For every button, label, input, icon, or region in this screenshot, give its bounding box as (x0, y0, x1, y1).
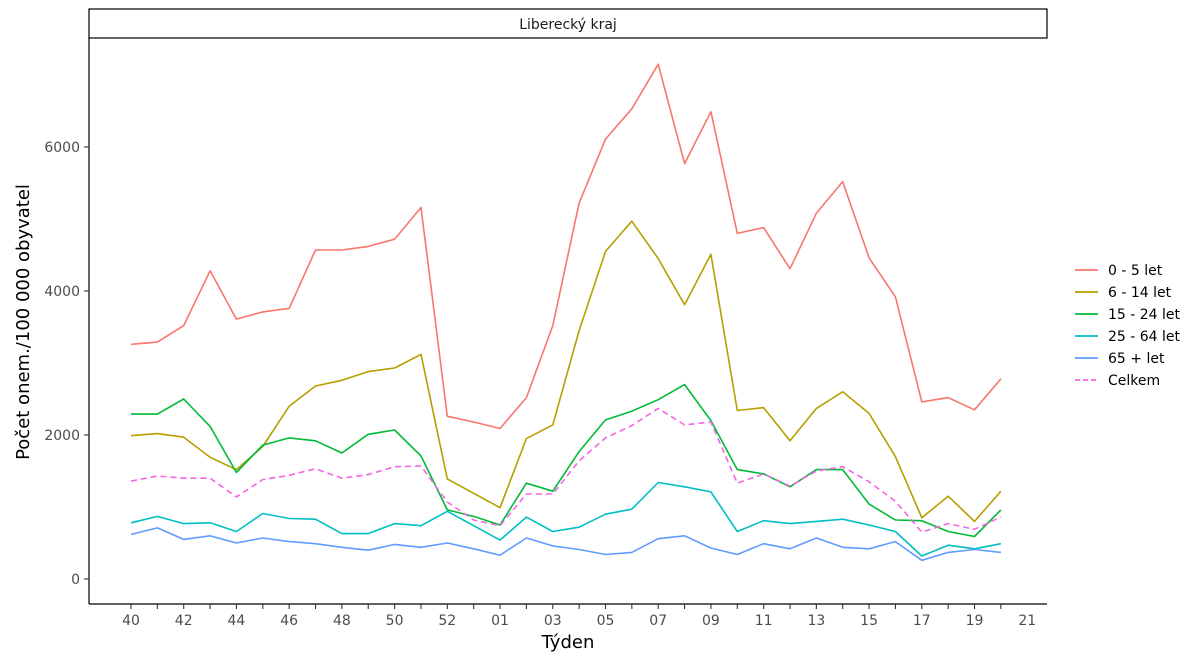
facet-strip (88, 8, 1048, 39)
series-line (131, 383, 1002, 538)
x-tick-label: 05 (597, 613, 615, 629)
series-line (130, 220, 1002, 523)
y-axis-title: Počet onem./100 000 obyvatel (13, 184, 34, 460)
series-line (130, 527, 1001, 562)
series-lines (130, 63, 1002, 562)
series-line (130, 481, 1002, 557)
x-tick-label: 52 (438, 613, 456, 629)
x-tick-label: 44 (228, 613, 246, 629)
x-tick-label: 07 (649, 613, 667, 629)
x-axis-title: Týden (541, 632, 595, 653)
y-tick-label: 2000 (44, 428, 80, 444)
x-axis: 40 42 44 46 48 50 52 01 03 05 07 09 11 13 15 17 19 21 (122, 604, 1036, 629)
x-tick-label: 50 (386, 613, 404, 629)
y-axis: 0 2000 4000 6000 (44, 140, 89, 588)
x-tick-label: 19 (966, 613, 984, 629)
x-tick-label: 11 (755, 613, 773, 629)
legend: 0 - 5 let 6 - 14 let 15 - 24 let 25 - 64 le… (1075, 263, 1181, 389)
x-tick-label: 01 (491, 613, 509, 629)
facet-label: Liberecký kraj (519, 17, 617, 33)
x-tick-label: 40 (122, 613, 140, 629)
x-tick-label: 09 (702, 613, 720, 629)
series-line (130, 63, 1002, 430)
x-tick-label: 46 (280, 613, 298, 629)
x-tick-label: 17 (913, 613, 931, 629)
x-tick-label: 42 (175, 613, 193, 629)
x-tick-label: 21 (1018, 613, 1036, 629)
x-tick-label: 48 (333, 613, 351, 629)
legend-label: 0 - 5 let (1108, 263, 1163, 279)
legend-label: 25 - 64 let (1108, 329, 1181, 345)
y-tick-label: 4000 (44, 284, 80, 300)
y-tick-label: 0 (71, 572, 80, 588)
legend-label: 15 - 24 let (1108, 307, 1181, 323)
x-tick-label: 03 (544, 613, 562, 629)
x-tick-label: 13 (807, 613, 825, 629)
legend-label: Celkem (1108, 373, 1160, 389)
x-tick-label: 15 (860, 613, 878, 629)
legend-label: 65 + let (1108, 351, 1165, 367)
y-tick-label: 6000 (44, 140, 80, 156)
legend-label: 6 - 14 let (1108, 285, 1172, 301)
